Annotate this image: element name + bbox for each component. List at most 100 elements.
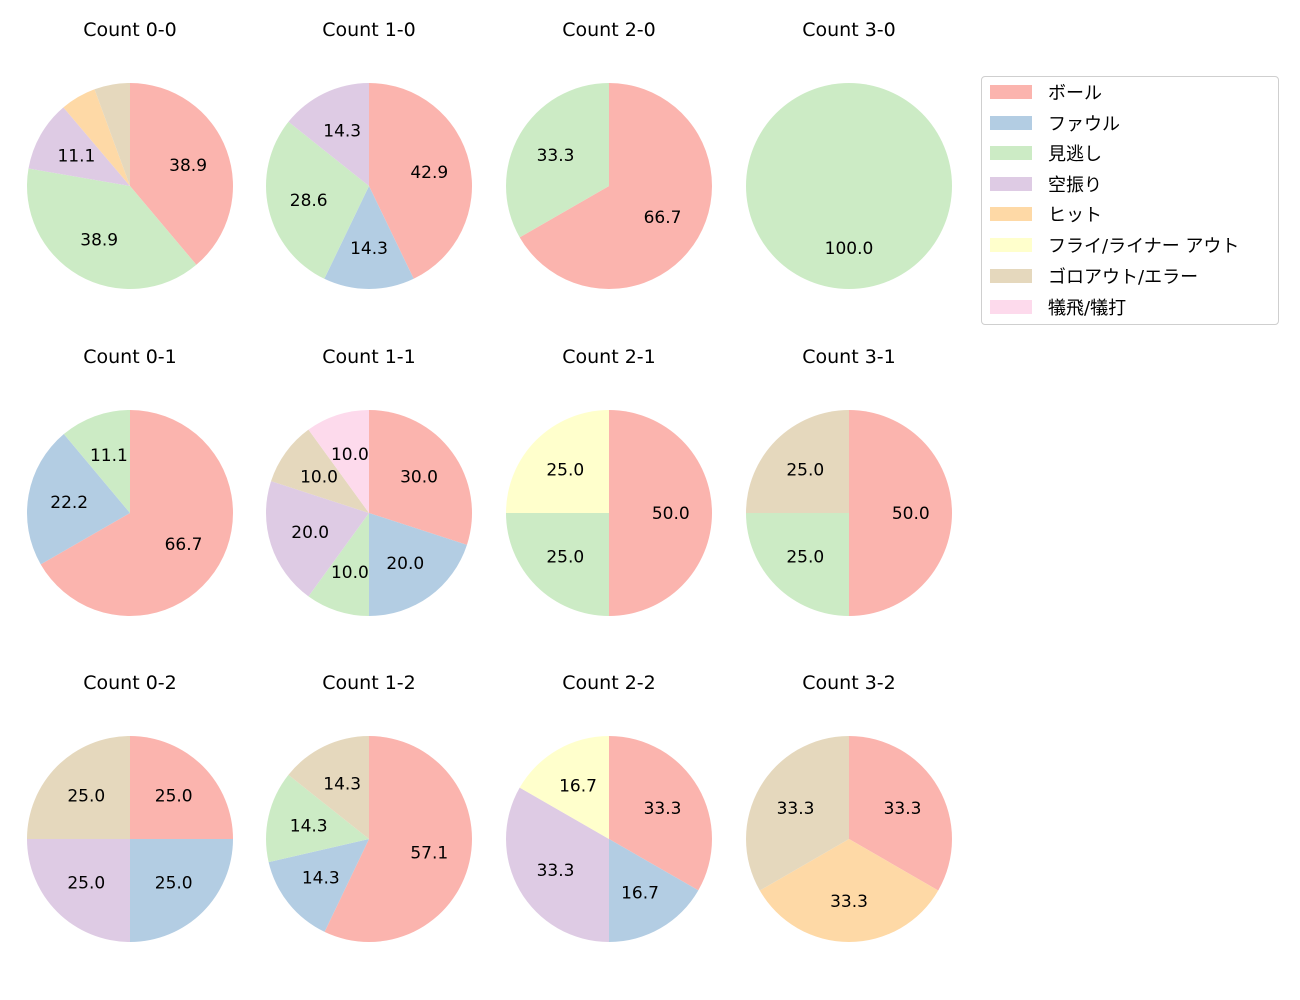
pie-slice [27,736,130,839]
legend-swatch [990,85,1032,99]
pie-title: Count 3-1 [802,346,896,368]
pie-data-label: 14.3 [302,869,340,889]
pie-slice [506,83,609,238]
pie-slice [506,410,609,513]
pie-data-label: 100.0 [825,239,874,259]
legend-swatch [990,116,1032,130]
pie-title: Count 0-2 [83,672,177,694]
pie-slice [288,736,369,839]
legend-item: ヒット [990,201,1102,227]
pie-data-label: 25.0 [546,460,584,480]
pie-slice [505,787,609,942]
pie-data-label: 42.9 [410,163,448,183]
pie-title: Count 2-0 [562,19,656,41]
legend: ボール ファウル 見逃し 空振り ヒット フライ/ライナー アウト ゴロアウト/… [981,76,1279,325]
pie-data-label: 25.0 [67,874,105,894]
legend-swatch [990,177,1032,191]
pie-data-label: 14.3 [323,121,361,141]
legend-item: ファウル [990,110,1120,136]
pie-slice [288,83,369,186]
pie-data-label: 50.0 [892,504,930,524]
pie-slice [519,83,712,289]
pie-slice [324,186,414,289]
pie-data-label: 25.0 [67,786,105,806]
pie-slice [40,410,234,616]
pie-data-label: 33.3 [830,892,868,912]
pie-data-label: 25.0 [546,548,584,568]
pie-data-label: 14.3 [323,774,361,794]
pie-slice [266,481,369,597]
pie-slice [609,410,712,616]
pie-slice [130,83,233,265]
pie-data-label: 66.7 [644,208,682,228]
pie-slice [506,513,609,616]
pie-slice [308,410,369,513]
pie-data-label: 33.3 [537,146,575,166]
pie-data-label: 25.0 [155,874,193,894]
pie-slice [369,513,467,616]
pie-title: Count 1-1 [322,346,416,368]
pie-slice [759,839,939,942]
legend-swatch [990,207,1032,221]
pie-slice [609,736,712,891]
pie-data-label: 28.6 [290,191,328,211]
legend-label: ゴロアウト/エラー [1048,267,1199,288]
legend-item: 見逃し [990,140,1102,166]
pie-slice [308,513,369,616]
legend-item: フライ/ライナー アウト [990,232,1239,258]
pie-data-label: 50.0 [652,504,690,524]
pie-title: Count 3-0 [802,19,896,41]
pie-slice [265,774,369,863]
pie-slice [26,434,130,565]
pie-slice [94,83,130,186]
pie-title: Count 0-0 [83,19,177,41]
pie-data-label: 11.1 [57,146,95,166]
pie-slice [271,429,369,513]
pie-slice [63,410,130,513]
pie-data-label: 57.1 [410,844,448,864]
pie-slice [28,107,130,186]
pie-data-label: 30.0 [400,468,438,488]
legend-label: フライ/ライナー アウト [1048,236,1240,257]
pie-slice [130,736,233,839]
pie-data-label: 25.0 [786,548,824,568]
legend-label: 空振り [1048,175,1102,196]
legend-item: 空振り [990,171,1102,197]
pie-data-label: 10.0 [331,563,369,583]
pie-slice [27,839,130,942]
legend-item: 犠飛/犠打 [990,294,1126,320]
pie-data-label: 33.3 [777,799,815,819]
pie-data-label: 38.9 [169,156,207,176]
pie-slice [745,736,849,891]
legend-label: 見逃し [1048,144,1102,165]
legend-label: ボール [1048,83,1102,104]
legend-swatch [990,238,1032,252]
pie-slice [268,839,369,932]
pie-slice [266,121,369,279]
legend-swatch [990,300,1032,314]
pie-data-label: 66.7 [165,535,203,555]
pie-slice [849,410,952,616]
pie-data-label: 11.1 [90,446,128,466]
legend-label: ファウル [1048,114,1120,135]
pie-slice [519,736,609,839]
pie-slice [746,83,952,289]
pie-data-label: 16.7 [559,777,597,797]
pie-slice [746,410,849,513]
pie-data-label: 33.3 [644,799,682,819]
pie-title: Count 2-2 [562,672,656,694]
pie-slice [369,83,473,279]
pie-data-label: 10.0 [300,468,338,488]
legend-swatch [990,269,1032,283]
legend-label: ヒット [1048,205,1102,226]
pie-data-label: 14.3 [290,816,328,836]
legend-item: ボール [990,79,1102,105]
legend-swatch [990,146,1032,160]
pie-data-label: 22.2 [50,493,88,513]
pie-title: Count 2-1 [562,346,656,368]
pie-slice [26,168,197,290]
pie-title: Count 1-0 [322,19,416,41]
pie-data-label: 20.0 [291,523,329,543]
pie-data-label: 33.3 [884,799,922,819]
